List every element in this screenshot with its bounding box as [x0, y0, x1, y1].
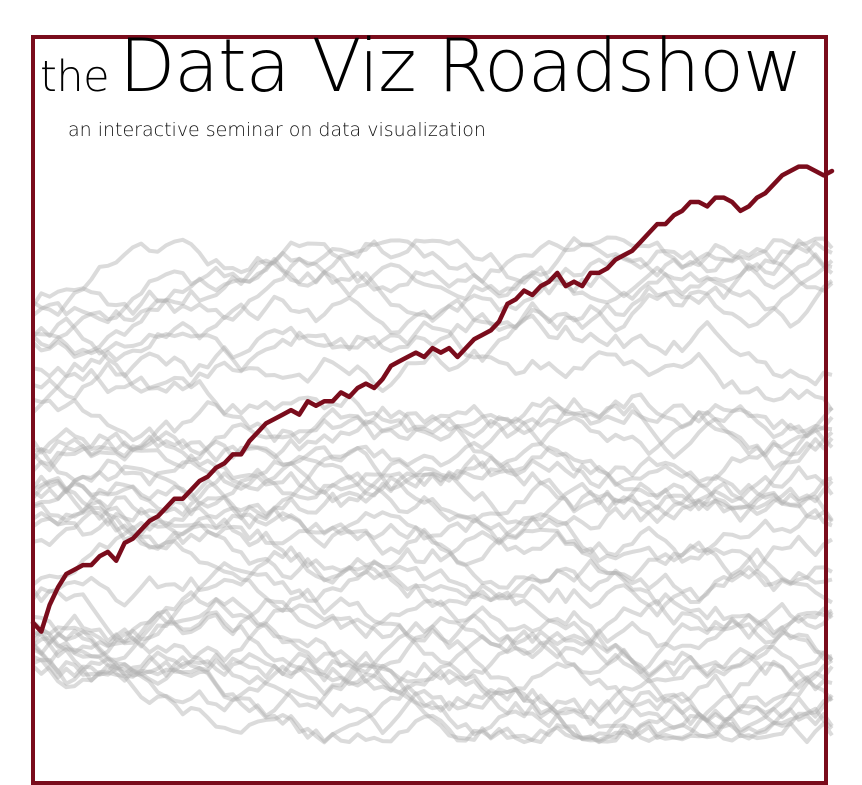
background-series-line	[31, 588, 834, 743]
highlight-series-group	[30, 164, 835, 634]
background-series-line	[31, 238, 833, 325]
background-series-line	[32, 361, 834, 458]
title-main: Data Viz Roadshow	[119, 24, 802, 109]
background-series-line	[32, 476, 834, 743]
background-series-line	[31, 620, 834, 745]
background-series-line	[31, 458, 833, 527]
background-series-line	[32, 481, 834, 572]
background-series-group	[31, 235, 834, 745]
background-series-line	[32, 502, 834, 632]
background-series-line	[32, 657, 833, 744]
background-series-line	[31, 547, 833, 684]
background-series-line	[31, 641, 834, 744]
background-series-line	[31, 494, 833, 590]
background-series-line	[31, 527, 833, 639]
background-series-line	[31, 416, 834, 587]
background-series-line	[31, 313, 833, 414]
background-series-line	[31, 393, 834, 473]
background-series-line	[31, 616, 834, 710]
background-series-line	[32, 320, 834, 412]
background-series-line	[31, 430, 834, 502]
background-series-line	[31, 511, 833, 661]
background-series-line	[31, 447, 833, 592]
background-series-line	[32, 654, 834, 745]
background-series-line	[31, 427, 834, 521]
background-series-line	[31, 259, 834, 393]
background-series-line	[32, 236, 833, 379]
subtitle: an interactive seminar on data visualiza…	[68, 119, 486, 141]
background-series-line	[31, 258, 834, 359]
background-series-line	[31, 403, 833, 473]
background-series-line	[32, 474, 834, 547]
background-series-line	[32, 397, 834, 516]
background-series-line	[31, 590, 834, 680]
page-title: the Data Viz Roadshow	[40, 30, 803, 103]
title-prefix: the	[40, 52, 110, 102]
background-series-line	[31, 235, 834, 317]
background-series-line	[32, 629, 834, 735]
background-series-line	[31, 624, 834, 696]
background-series-line	[31, 664, 833, 745]
background-series-line	[32, 561, 834, 649]
background-series-line	[31, 236, 834, 335]
highlight-series-line	[30, 164, 835, 634]
background-series-line	[31, 427, 834, 524]
background-series-line	[31, 238, 834, 349]
background-series-line	[32, 392, 834, 471]
background-series-line	[32, 597, 834, 675]
